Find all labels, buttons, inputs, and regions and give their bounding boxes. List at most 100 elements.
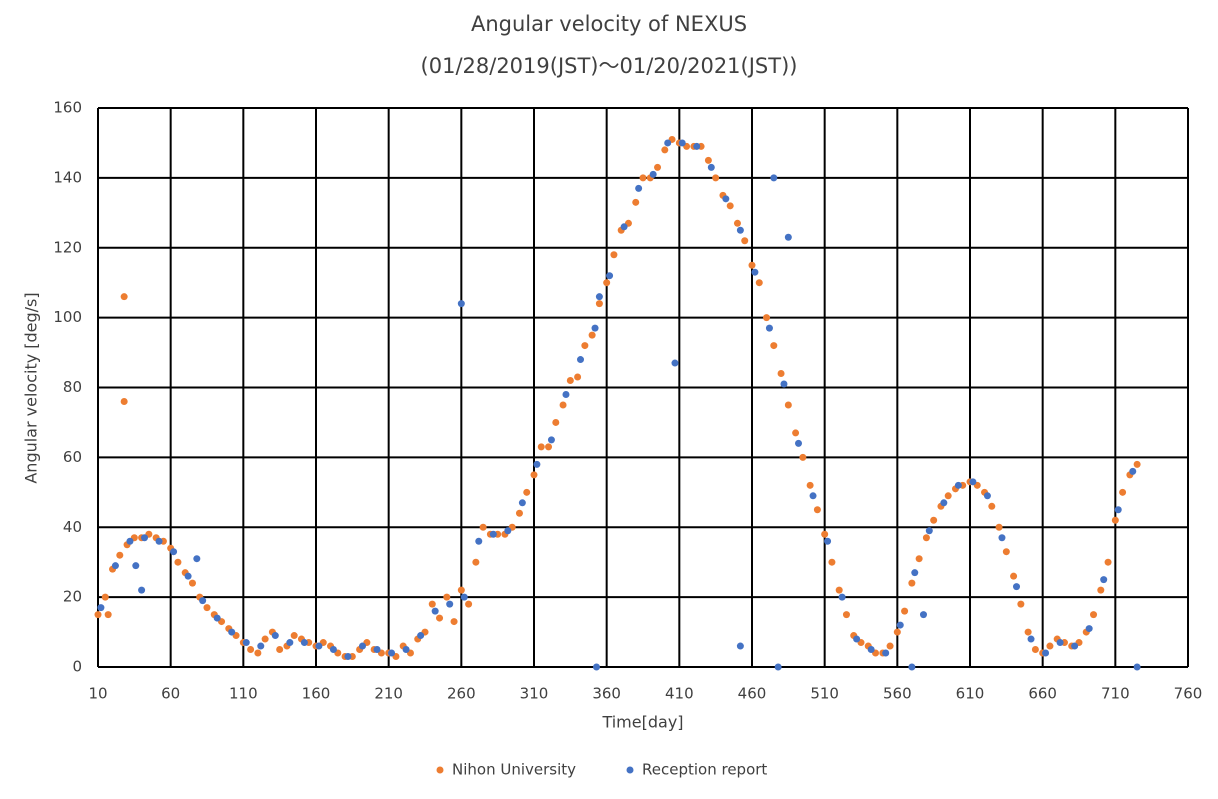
point [603,279,611,287]
point [988,502,996,510]
point [1097,586,1105,594]
point [1071,642,1079,650]
point [693,142,701,150]
point [780,380,788,388]
point [1100,576,1108,584]
point [566,377,574,385]
point [290,632,298,640]
point [755,279,763,287]
point [174,558,182,566]
point [450,618,458,626]
point [671,359,679,367]
point [402,646,410,654]
point [795,439,803,447]
point [138,586,146,594]
point [806,481,814,489]
point [995,523,1003,531]
point [552,418,560,426]
point [835,586,843,594]
point [515,509,523,517]
y-tick-label: 40 [63,518,82,536]
point [777,370,785,378]
point [315,642,323,650]
point [1046,642,1054,650]
point [678,139,686,147]
point [242,639,250,647]
point [97,604,105,612]
point [545,443,553,451]
point [271,632,279,640]
point [94,611,102,619]
point [799,453,807,461]
point [908,579,916,587]
point [969,478,977,486]
point [733,219,741,227]
x-tick-label: 510 [810,685,839,703]
point [436,614,444,622]
point [940,499,948,507]
point [1133,663,1141,671]
point [460,593,468,601]
point [523,488,531,496]
point [1119,488,1127,496]
point [954,481,962,489]
x-tick-label: 60 [161,685,180,703]
point [530,471,538,479]
y-tick-label: 20 [63,588,82,606]
chart-title: Angular velocity of NEXUS [471,12,747,36]
y-tick-label: 160 [53,99,82,117]
point [475,537,483,545]
point [813,506,821,514]
point [595,293,603,301]
point [184,572,192,580]
point [286,639,294,647]
point [620,223,628,231]
point [867,646,875,654]
x-tick-label: 210 [374,685,403,703]
point [664,139,672,147]
point [632,198,640,206]
point [770,174,778,182]
point [591,324,599,332]
point [726,202,734,210]
point [1002,548,1010,556]
point [359,642,367,650]
point [736,642,744,650]
point [908,663,916,671]
point [748,261,756,269]
point [373,646,381,654]
point [649,170,657,178]
point [574,373,582,381]
point [120,293,128,301]
point [592,663,600,671]
point [763,314,771,322]
point [707,163,715,171]
point [257,642,265,650]
point [193,555,201,563]
legend-marker [436,766,444,774]
point [774,663,782,671]
point [116,551,124,559]
point [431,607,439,615]
point [562,390,570,398]
point [547,436,555,444]
point [155,537,163,545]
point [610,251,618,259]
point [344,653,352,661]
point [770,342,778,350]
point [809,492,817,500]
point [1090,611,1098,619]
point [1111,516,1119,524]
point [588,331,596,339]
point [479,523,487,531]
point [465,600,473,608]
point [446,600,454,608]
point [417,632,425,640]
point [915,555,923,563]
point [741,237,749,245]
point [639,174,647,182]
point [1013,583,1021,591]
point [704,156,712,164]
point [606,272,614,280]
